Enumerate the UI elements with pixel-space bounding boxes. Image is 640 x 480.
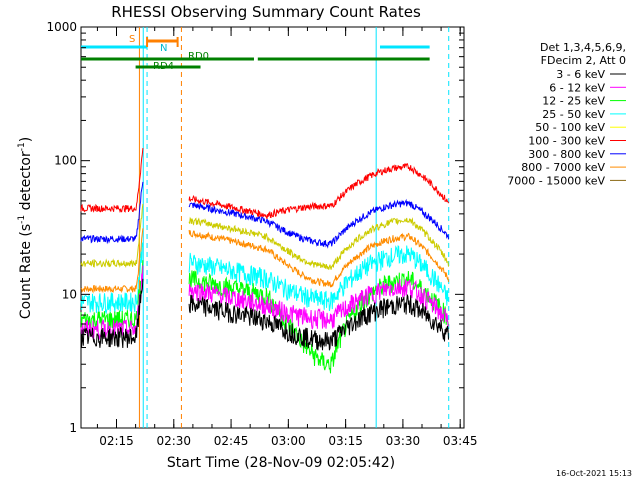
series-line <box>80 260 144 331</box>
legend-label: 6 - 12 keV <box>549 81 605 94</box>
x-axis-label: Start Time (28-Nov-09 02:05:42) <box>167 455 395 471</box>
series-line <box>80 228 144 294</box>
y-axis-label-rest: detector <box>18 151 34 215</box>
annotation-n: N <box>160 43 167 54</box>
x-tick-label: 02:45 <box>214 434 249 448</box>
x-tick-label: 02:30 <box>156 434 191 448</box>
series-line <box>80 148 144 214</box>
y-axis-label-sup2: -1 <box>17 142 27 151</box>
annotation-s: S <box>129 34 135 45</box>
legend-header-2: FDecim 2, Att 0 <box>541 54 626 67</box>
x-tick-label: 03:15 <box>328 434 363 448</box>
x-tick-label: 03:30 <box>386 434 421 448</box>
y-tick-label: 1 <box>69 421 77 435</box>
x-tick-label: 03:00 <box>271 434 306 448</box>
legend-label: 7000 - 15000 keV <box>507 174 605 187</box>
legend: Det 1,3,4,5,6,9, FDecim 2, Att 0 3 - 6 k… <box>507 41 626 187</box>
x-tick-label: 02:15 <box>99 434 134 448</box>
legend-label: 25 - 50 keV <box>542 108 605 121</box>
series-line <box>188 279 449 330</box>
series-line <box>188 245 449 311</box>
plot-area <box>80 26 465 429</box>
series-line <box>80 203 144 269</box>
series-line <box>80 181 144 245</box>
y-axis-label-end: ) <box>18 137 34 142</box>
chart-title: RHESSI Observing Summary Count Rates <box>111 3 421 21</box>
instrument-state-lines <box>138 27 450 428</box>
series-line <box>188 162 449 220</box>
timestamp: 16-Oct-2021 15:13 <box>556 469 632 478</box>
legend-label: 50 - 100 keV <box>535 121 605 134</box>
series-line <box>80 242 144 315</box>
series-line <box>188 216 449 270</box>
series-line <box>80 278 144 349</box>
series-line <box>188 294 449 351</box>
x-axis: 02:15 02:30 02:45 03:00 03:15 03:30 03:45 <box>96 27 478 448</box>
series-line <box>188 229 449 288</box>
state-bars <box>81 37 430 69</box>
series-line <box>188 198 449 249</box>
y-axis-label-main: Count Rate (s <box>18 224 34 319</box>
y-axis-label: Count Rate (s-1 detector-1) <box>17 137 34 319</box>
annotation-rd0: RD0 <box>188 51 209 62</box>
series-line <box>188 270 449 374</box>
annotation-rd4: RD4 <box>153 61 174 72</box>
legend-label: 300 - 800 keV <box>528 148 605 161</box>
y-tick-label: 10 <box>62 287 77 301</box>
y-axis-label-sup: -1 <box>17 215 27 224</box>
legend-header-1: Det 1,3,4,5,6,9, <box>540 41 626 54</box>
legend-label: 3 - 6 keV <box>556 68 605 81</box>
legend-label: 12 - 25 keV <box>542 95 605 108</box>
legend-label: 100 - 300 keV <box>528 135 605 148</box>
x-tick-label: 03:45 <box>443 434 478 448</box>
y-tick-label: 1000 <box>46 20 77 34</box>
series-group <box>80 148 449 374</box>
y-tick-label: 100 <box>54 154 77 168</box>
y-axis: 1 10 100 1000 <box>46 20 464 435</box>
legend-label: 800 - 7000 keV <box>521 161 605 174</box>
